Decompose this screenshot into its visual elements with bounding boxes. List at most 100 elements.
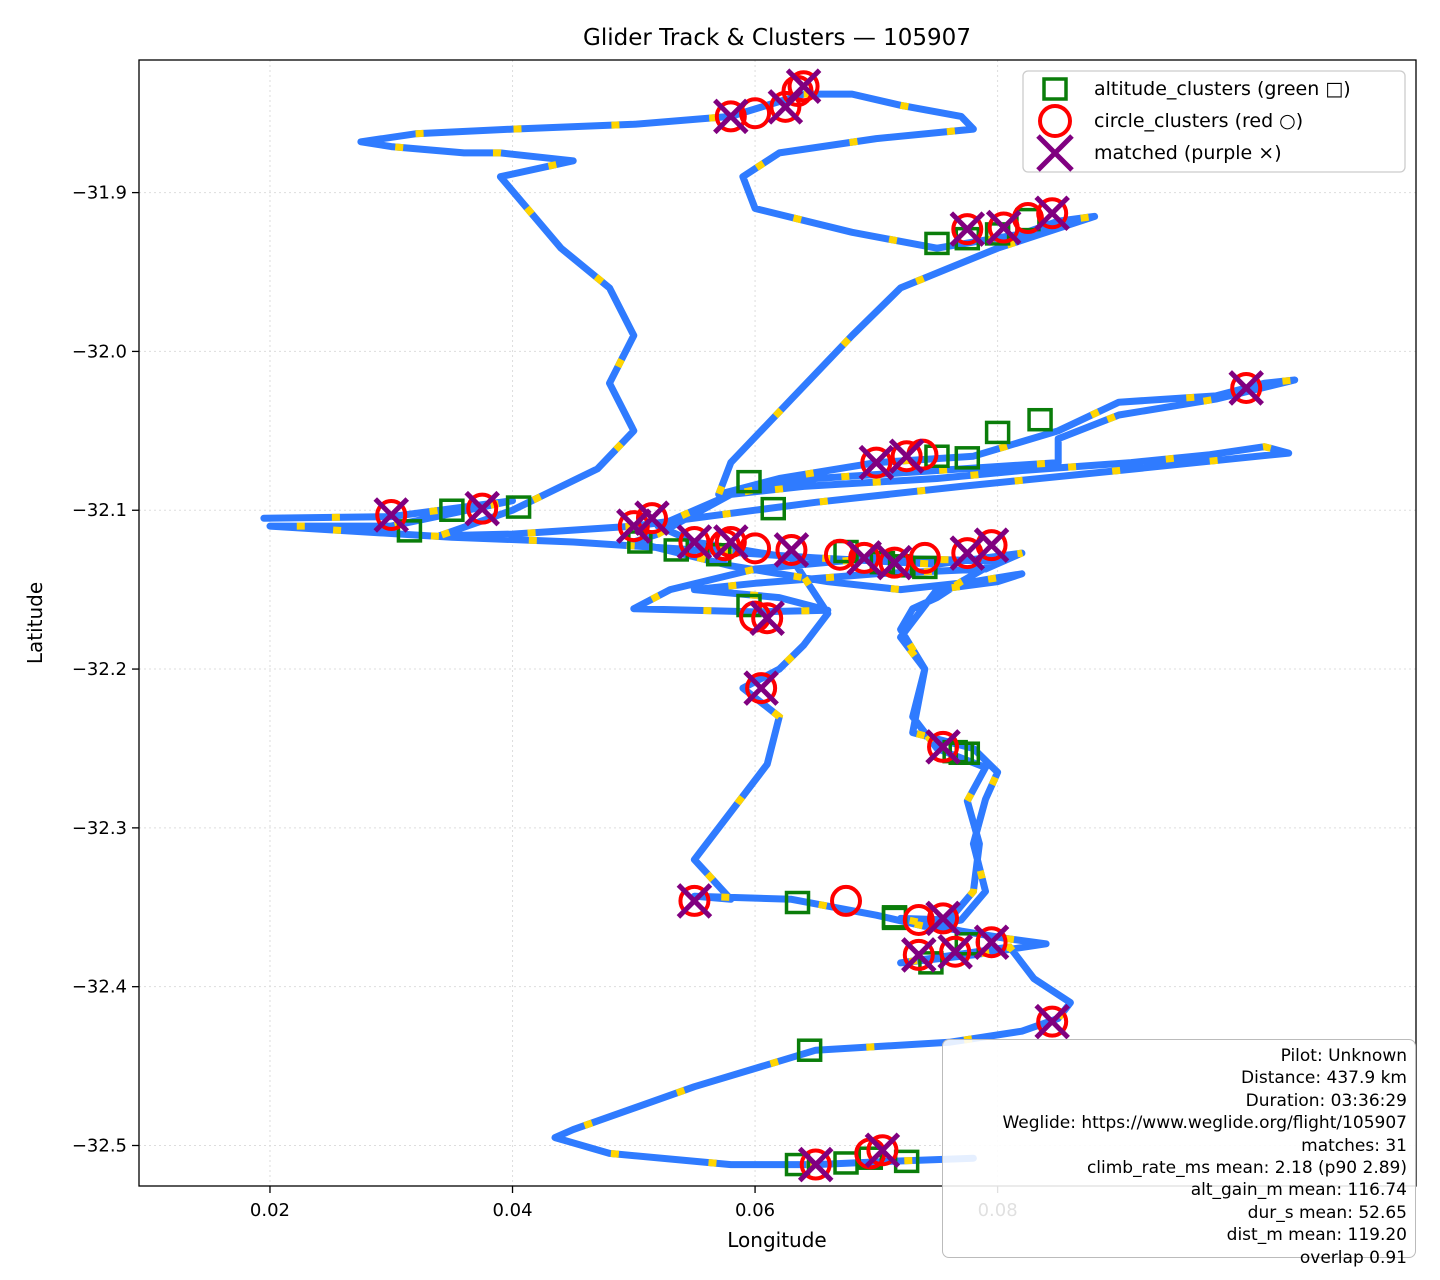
legend-entry-altitude-clusters: altitude_clusters (green □) [1094,78,1351,100]
info-alt-gain: alt_gain_m mean: 116.74 [1190,1180,1407,1201]
y-axis-label: Latitude [23,582,47,664]
plot-area [260,68,1299,1183]
circle-cluster-marker [878,546,911,579]
altitude-cluster-square [784,1152,811,1177]
matched-x-marker [864,1132,901,1169]
matched-x-marker [949,211,986,247]
flight-info-box: Pilot: Unknown Distance: 437.9 km Durati… [942,1039,1416,1268]
circle-cluster-marker [678,526,711,559]
matched-x-marker [713,98,749,135]
matched-x-marker [373,497,410,533]
altitude-cluster-square [954,446,981,470]
info-distance-mean: dist_m mean: 119.20 [1226,1225,1407,1246]
circle-cluster-marker [908,541,941,574]
legend-square-marker [1042,77,1068,101]
x-tick-label: 0.04 [492,1200,532,1221]
y-tick-label: −32.4 [72,977,127,998]
altitude-cluster-square [760,496,787,521]
circle-cluster-marker [975,926,1008,959]
matched-x-marker [925,900,961,937]
altitude-cluster-square [833,1151,859,1175]
info-overlap: overlap 0.91 [1299,1247,1407,1268]
circle-cluster-marker [739,97,772,130]
circle-cluster-marker [866,1134,899,1167]
plot-frame [138,59,1417,1187]
circle-cluster-marker [902,903,935,936]
y-tick-label: −32.0 [72,341,127,362]
matched-x-marker [973,924,1010,960]
matched-x-marker [937,933,973,970]
x-tick-label: 0.06 [735,1200,775,1221]
y-tick-label: −32.2 [72,659,127,680]
matched-x-marker [464,490,500,527]
info-pilot: Pilot: Unknown [1280,1046,1407,1066]
matched-x-marker [985,209,1022,246]
altitude-cluster-square [439,498,465,522]
altitude-cluster-square [505,495,532,519]
x-tick-label: 0.02 [250,1200,290,1221]
circle-cluster-marker [1036,197,1069,230]
legend-frame [1022,70,1406,173]
circle-cluster-marker [927,902,960,935]
matched-x-marker [616,508,652,544]
marker-layer [373,68,1264,1183]
legend-entry-matched: matched (purple ×) [1094,142,1282,164]
matched-x-marker [925,729,961,765]
matched-x-marker [676,524,713,560]
circle-cluster-marker [708,529,741,562]
x-axis-label: Longitude [727,1228,826,1252]
matched-x-marker [676,883,713,919]
matched-x-marker [973,527,1010,563]
legend-entry-circle-clusters: circle_clusters (red ○) [1094,110,1303,132]
legend-x-marker [1036,134,1074,172]
matched-x-marker [797,1146,834,1183]
circle-cluster-marker [678,884,711,917]
chart-title: Glider Track & Clusters — 105907 [583,25,971,51]
circle-cluster-marker [466,492,499,525]
altitude-cluster-square [396,519,423,543]
circle-cluster-marker [890,440,923,473]
matched-x-marker [949,535,986,571]
circle-cluster-marker [830,884,863,917]
circle-cluster-marker [1036,1005,1069,1038]
track-layer [260,90,1299,1169]
circle-cluster-marker [860,446,893,479]
matched-x-marker [888,438,925,475]
circle-cluster-marker [787,70,820,103]
info-climb-rate: climb_rate_ms mean: 2.18 (p90 2.89) [1086,1158,1407,1179]
info-duration-mean: dur_s mean: 52.65 [1247,1202,1407,1223]
circle-cluster-marker [714,100,747,133]
circle-cluster-marker [617,510,650,543]
matched-x-marker [1228,370,1264,406]
info-distance: Distance: 437.9 km [1241,1068,1407,1089]
matched-x-marker [634,500,670,536]
track-line [260,90,1299,1169]
matched-x-marker [901,937,937,973]
ticks: 0.020.040.060.08−31.9−32.0−32.1−32.2−32.… [72,183,1018,1221]
circle-cluster-marker [375,499,408,532]
y-tick-label: −32.5 [72,1136,127,1157]
altitude-cluster-square [736,469,762,494]
circle-cluster-marker [1230,371,1263,404]
y-tick-label: −32.3 [72,818,127,839]
y-tick-label: −31.9 [72,183,127,204]
circle-cluster-marker [902,938,935,971]
circle-cluster-marker [927,730,960,763]
matched-x-marker [858,444,895,481]
circle-cluster-marker [939,935,972,968]
altitude-cluster-square [784,890,811,915]
matched-x-marker [743,670,779,706]
altitude-cluster-square [796,1038,823,1062]
legend: altitude_clusters (green □) circle_clust… [1022,70,1406,173]
altitude-cluster-square [1027,407,1053,432]
altitude-cluster-square [924,231,950,256]
info-duration: Duration: 03:36:29 [1245,1090,1407,1111]
circle-cluster-marker [951,213,984,246]
altitude-cluster-square [924,444,950,468]
matched-x-marker [1034,1003,1070,1040]
info-weglide-link[interactable]: Weglide: https://www.weglide.org/flight/… [1002,1113,1407,1134]
info-matches: matches: 31 [1301,1135,1407,1156]
circle-cluster-marker [635,502,668,535]
legend-circle-marker [1038,104,1072,138]
